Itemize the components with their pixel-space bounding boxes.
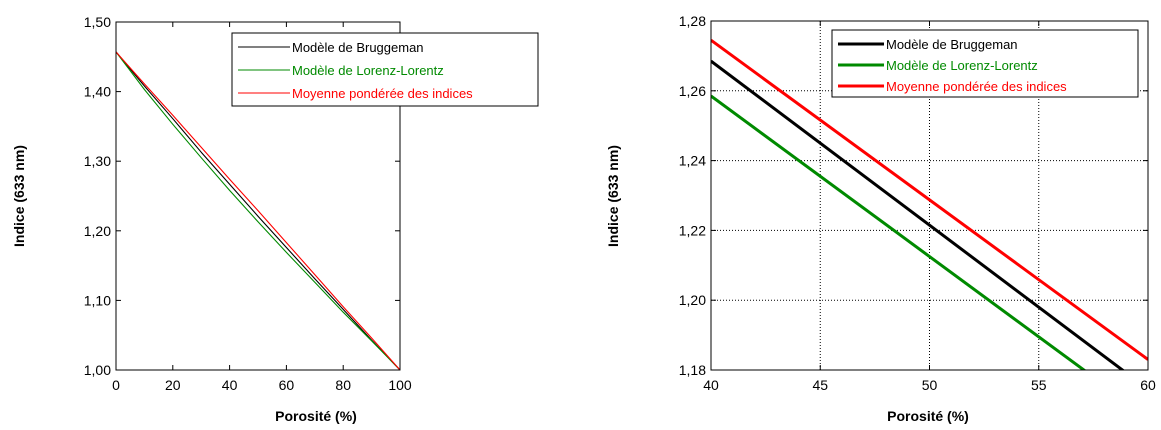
y-tick-label: 1,50	[84, 14, 111, 30]
y-tick-label: 1,10	[84, 292, 111, 308]
series-line-1	[116, 51, 400, 370]
y-tick-label: 1,20	[84, 223, 111, 239]
x-tick-label: 20	[165, 377, 181, 393]
tick-marks: 0 20 40 60 80 100 1,00 1,10 1,20 1,30 1,40 1,50	[84, 14, 412, 393]
x-axis-label: Porosité (%)	[275, 408, 357, 424]
y-tick-label: 1,40	[84, 84, 111, 100]
y-tick-label: 1,20	[679, 292, 706, 308]
series-lines	[116, 51, 400, 370]
legend-label: Modèle de Bruggeman	[886, 37, 1018, 52]
legend-label: Moyenne pondérée des indices	[292, 86, 473, 101]
series-line-2	[711, 94, 1087, 370]
series-line-3	[116, 51, 400, 370]
y-tick-label: 1,28	[679, 13, 706, 29]
legend: Modèle de Bruggeman Modèle de Lorenz-Lore…	[231, 32, 539, 107]
x-tick-label: 0	[112, 377, 120, 393]
y-tick-label: 1,24	[679, 153, 706, 169]
y-axis-label: Indice (633 nm)	[11, 145, 27, 247]
x-tick-label: 40	[222, 377, 238, 393]
y-tick-label: 1,22	[679, 222, 706, 238]
series-line-1	[711, 59, 1125, 370]
x-tick-label: 60	[279, 377, 295, 393]
x-tick-label: 50	[922, 377, 938, 393]
tick-marks: 40 45 50 55 60 1,18 1,20 1,22 1,24 1,26 1,28	[679, 13, 1156, 393]
y-tick-label: 1,30	[84, 153, 111, 169]
x-tick-label: 60	[1140, 377, 1156, 393]
y-tick-label: 1,18	[679, 362, 706, 378]
series-line-3	[711, 38, 1148, 361]
plot-frame	[115, 21, 401, 371]
grid-lines	[711, 21, 1148, 370]
legend-label: Moyenne pondérée des indices	[886, 79, 1067, 94]
x-tick-label: 80	[335, 377, 351, 393]
legend-label: Modèle de Lorenz-Lorentz	[886, 58, 1038, 73]
x-tick-label: 45	[812, 377, 828, 393]
series-lines	[711, 38, 1148, 370]
x-tick-label: 40	[703, 377, 719, 393]
chart-right: 40 45 50 55 60 1,18 1,20 1,22 1,24 1,26 1,28 Modèl…	[605, 13, 1156, 424]
x-tick-label: 55	[1031, 377, 1047, 393]
legend-label: Modèle de Lorenz-Lorentz	[292, 63, 444, 78]
y-axis-label: Indice (633 nm)	[605, 145, 621, 247]
y-tick-label: 1,26	[679, 83, 706, 99]
legend: Modèle de Bruggeman Modèle de Lorenz-Lore…	[831, 29, 1139, 98]
chart-left: 0 20 40 60 80 100 1,00 1,10 1,20 1,30 1,40 1,50 Mod…	[11, 14, 539, 424]
x-axis-label: Porosité (%)	[887, 408, 969, 424]
legend-label: Modèle de Bruggeman	[292, 40, 424, 55]
series-line-2	[116, 51, 400, 370]
x-tick-label: 100	[388, 377, 412, 393]
y-tick-label: 1,00	[84, 362, 111, 378]
